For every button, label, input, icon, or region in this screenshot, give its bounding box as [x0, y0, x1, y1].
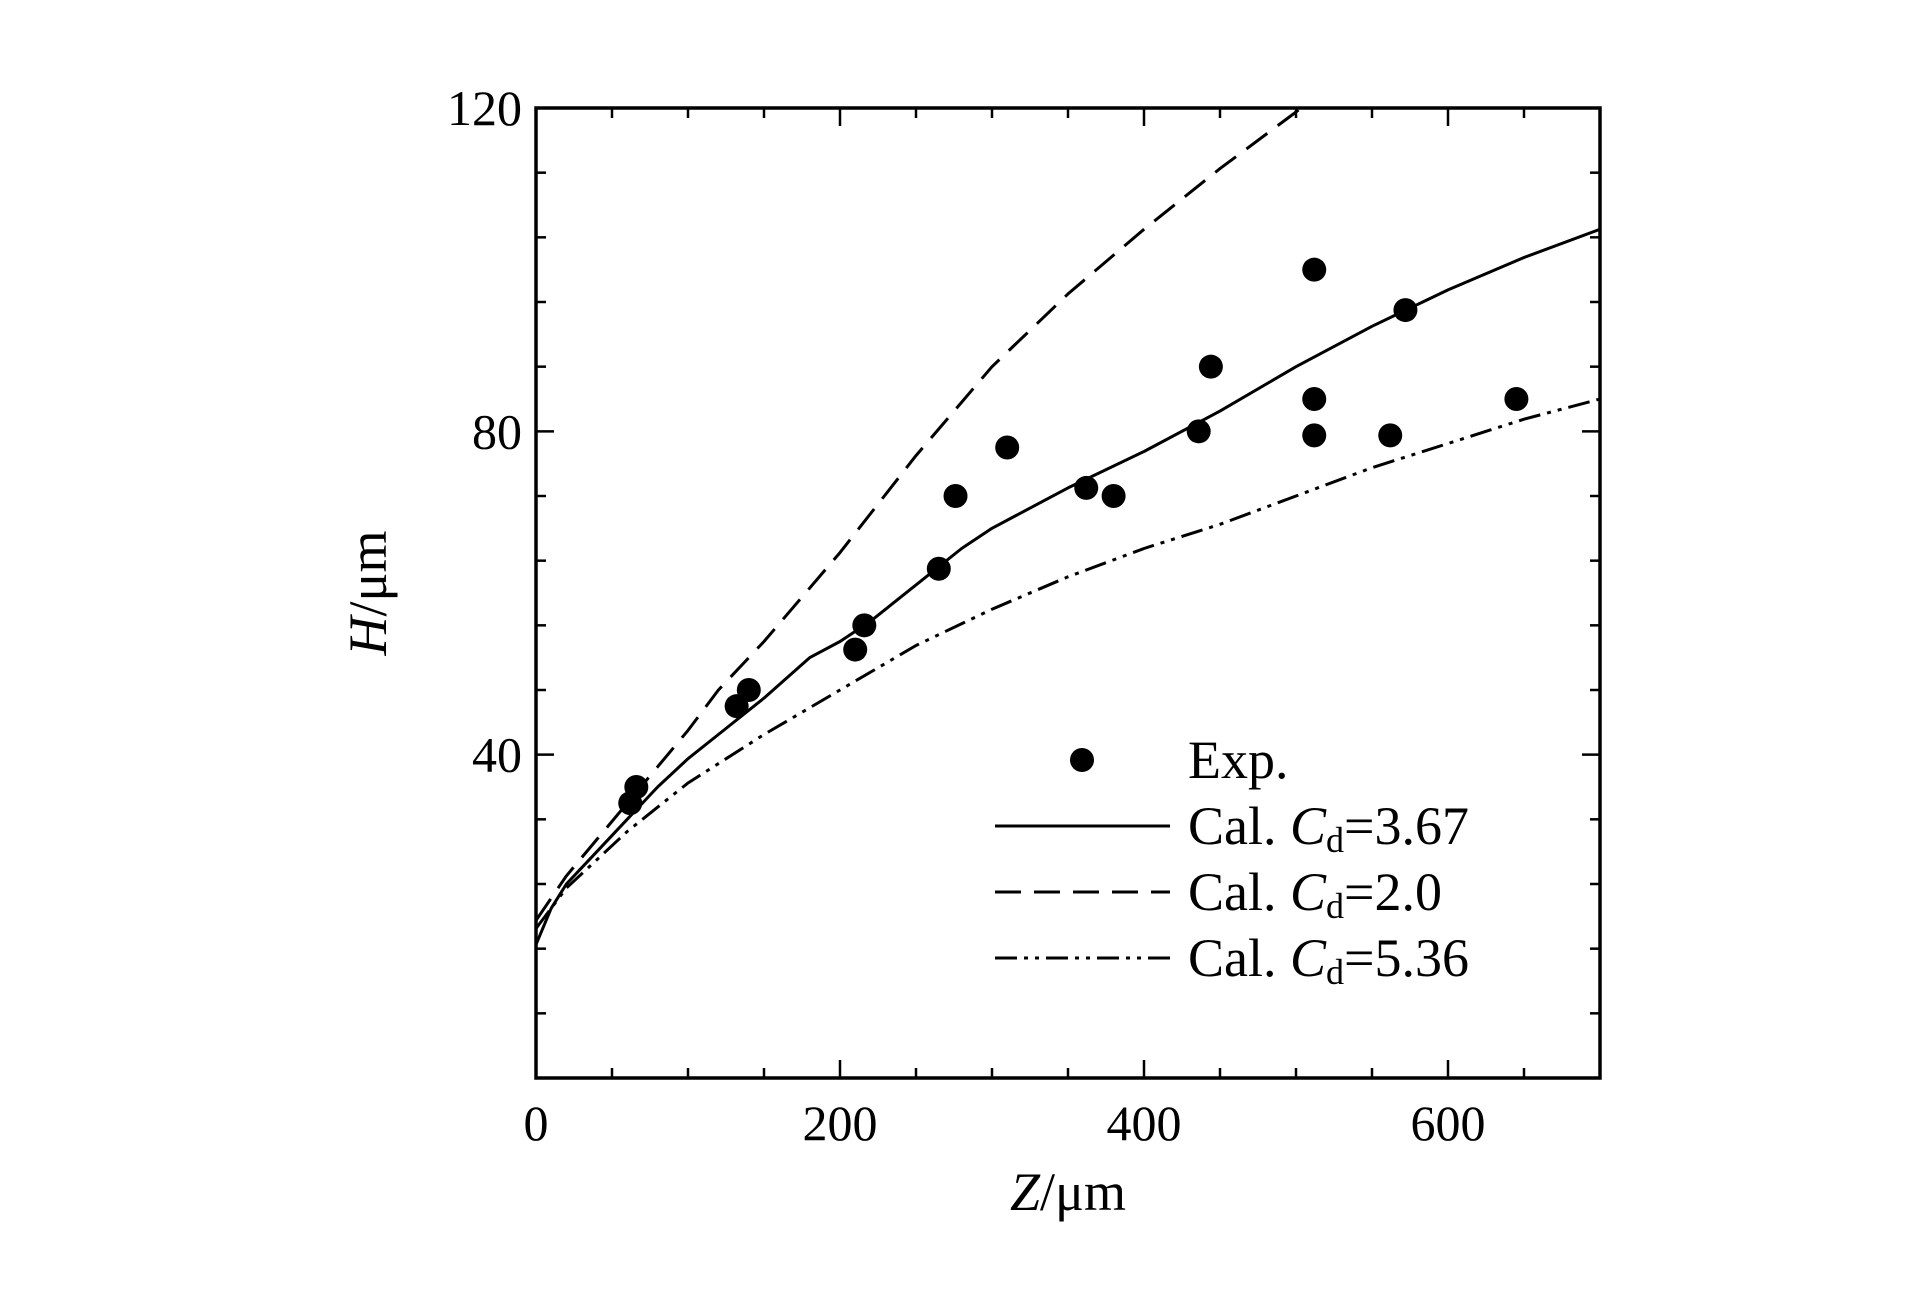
exp-point-3 [736, 678, 761, 702]
exp-point-12 [1198, 354, 1223, 379]
exp-point-5 [852, 613, 877, 638]
exp-markers [618, 257, 1529, 816]
exp-point-18 [1504, 387, 1529, 411]
y-tick-label: 120 [447, 80, 522, 136]
exp-point-16 [1378, 423, 1403, 448]
exp-point-7 [943, 484, 968, 508]
x-axis-label: Z/μm [1010, 1162, 1126, 1222]
series-line-2 [536, 108, 1304, 922]
exp-point-15 [1302, 423, 1327, 448]
legend-entry-2: Cal. Cd=2.0 [1188, 862, 1442, 926]
exp-point-17 [1393, 298, 1418, 323]
legend-entry-0: Exp. [1188, 730, 1289, 790]
exp-point-4 [843, 637, 868, 662]
exp-point-11 [1186, 419, 1211, 444]
series-line-3 [536, 397, 1600, 930]
legend-marker-exp [1070, 748, 1094, 772]
legend-entry-3: Cal. Cd=5.36 [1188, 928, 1469, 992]
legend-entry-1: Cal. Cd=3.67 [1188, 796, 1469, 860]
y-tick-label: 80 [472, 403, 522, 459]
exp-point-14 [1302, 387, 1327, 411]
exp-point-1 [624, 775, 649, 799]
exp-point-6 [926, 556, 951, 581]
axis-ticks [534, 106, 1602, 1080]
y-axis-label: H/μm [338, 531, 398, 657]
exp-point-10 [1101, 484, 1126, 508]
x-tick-label: 200 [803, 1095, 878, 1151]
x-tick-label: 400 [1107, 1095, 1182, 1151]
y-tick-label: 40 [472, 727, 522, 783]
exp-point-9 [1074, 475, 1099, 500]
exp-point-13 [1302, 257, 1327, 282]
x-tick-label: 0 [524, 1095, 549, 1151]
exp-point-8 [995, 435, 1020, 460]
x-tick-label: 600 [1411, 1095, 1486, 1151]
tick-labels: 0 200 400 600 40 80 120 [447, 80, 1486, 1151]
